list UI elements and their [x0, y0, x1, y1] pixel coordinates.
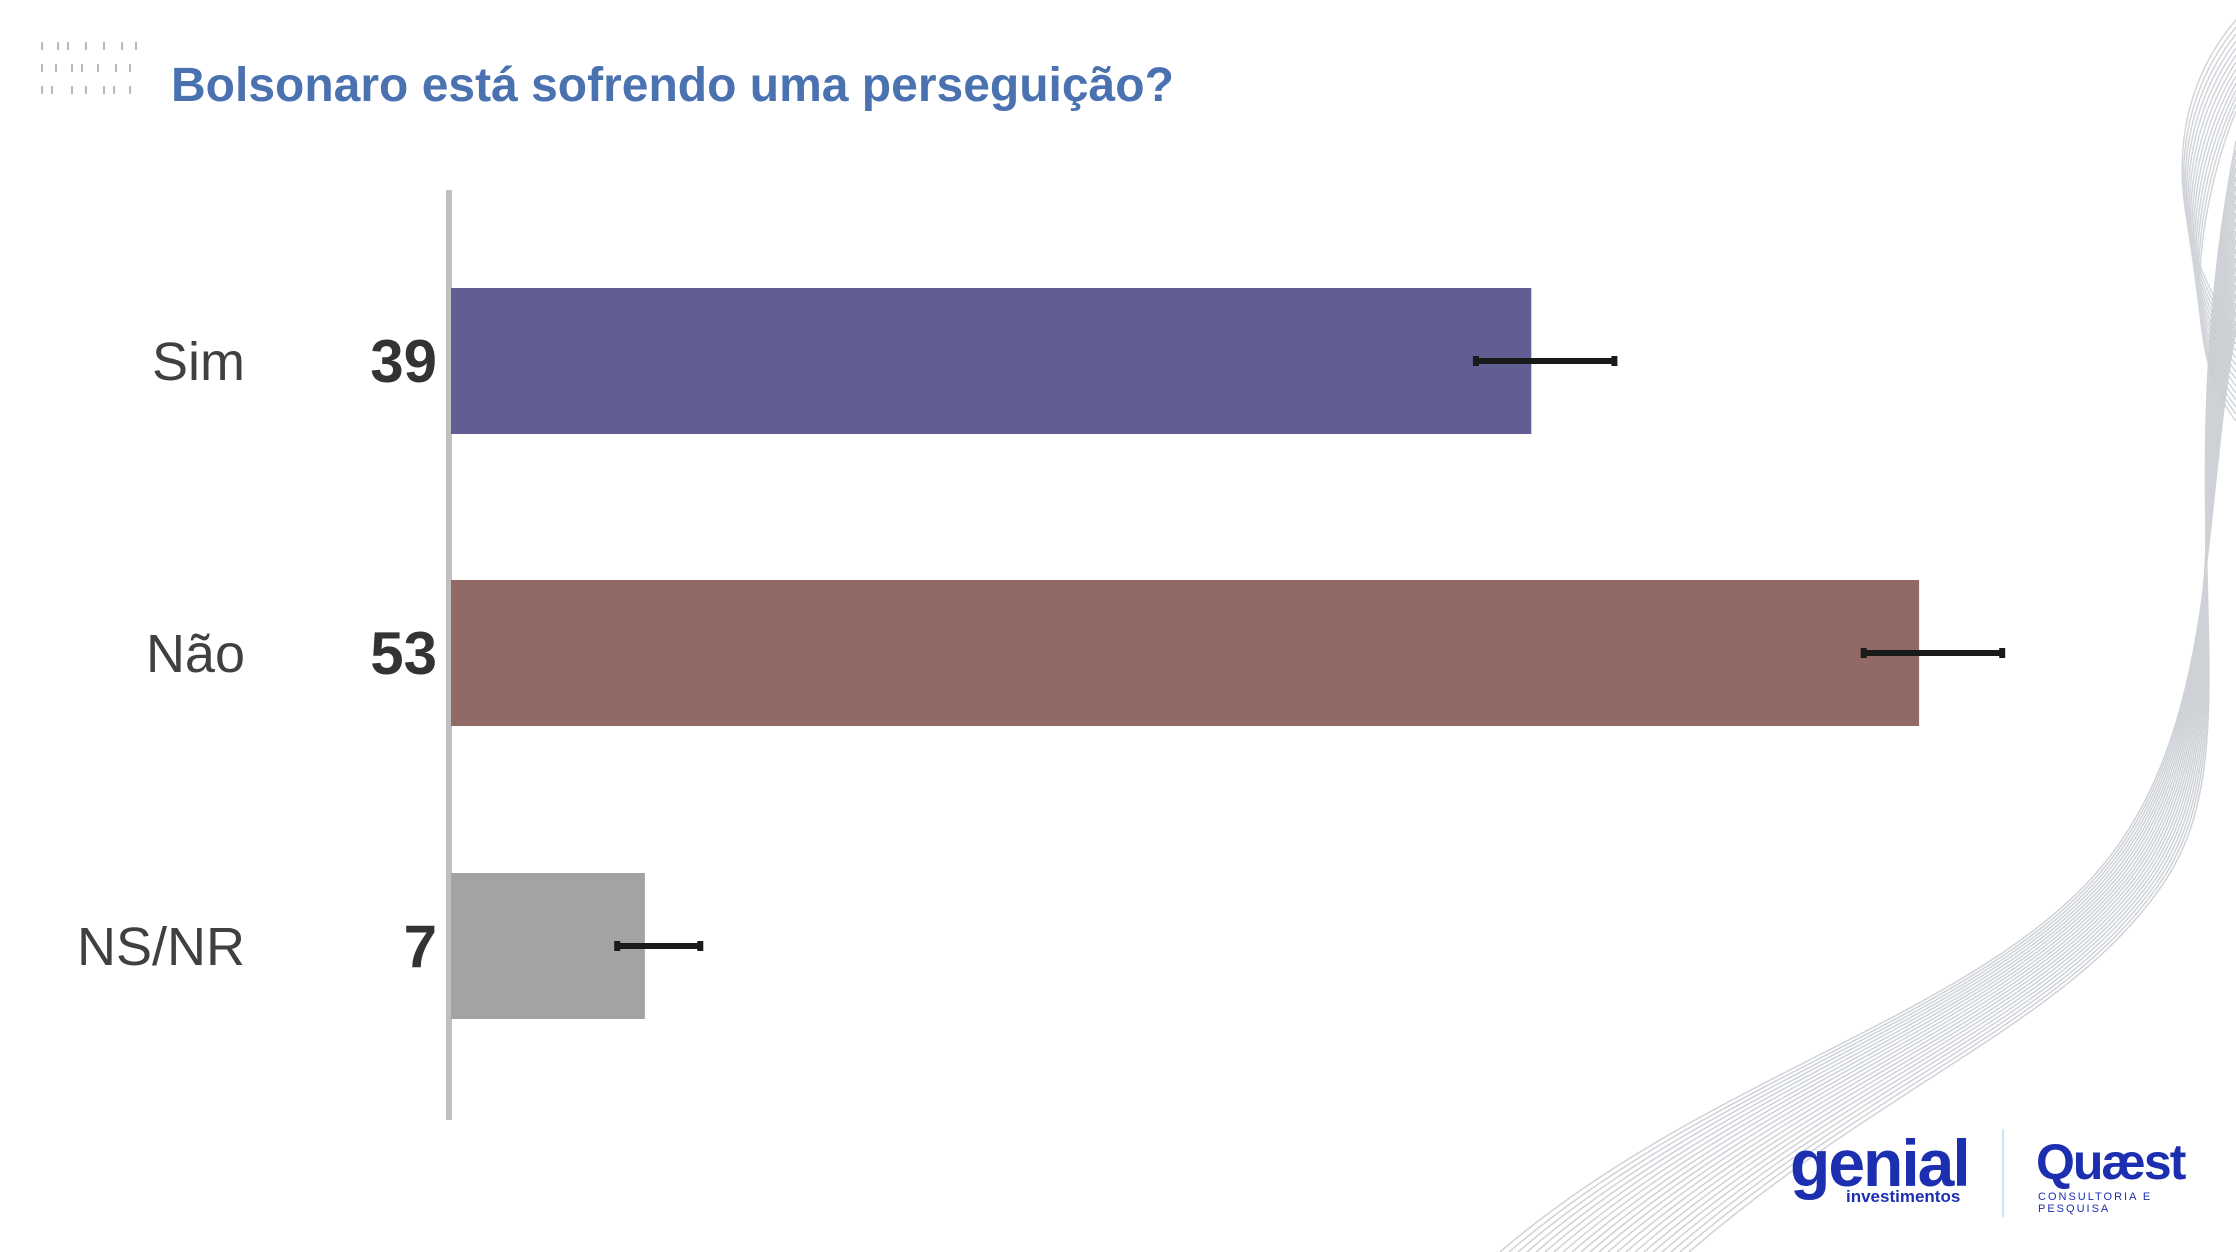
value-label: 53: [370, 620, 437, 687]
value-label: 39: [370, 328, 437, 395]
error-bar: [614, 941, 704, 951]
chart-title: Bolsonaro está sofrendo uma perseguição?: [171, 59, 1174, 112]
dash-pattern-decoration: [41, 42, 137, 94]
bar-n-o: [451, 580, 1920, 726]
logo-area: genial investimentos Quæst CONSULTORIA E…: [1780, 1125, 2220, 1225]
genial-logo-subtitle: investimentos: [1846, 1187, 1961, 1206]
category-label: Não: [146, 624, 245, 684]
quaest-logo: Quæst: [2036, 1134, 2186, 1190]
value-label: 7: [404, 913, 437, 980]
logo-divider: [2002, 1129, 2004, 1217]
bar-sim: [451, 288, 1532, 434]
quaest-logo-subtitle: CONSULTORIA E PESQUISA: [2038, 1191, 2153, 1215]
bar-ns-nr: [451, 873, 645, 1019]
genial-logo: genial: [1790, 1126, 1971, 1200]
category-label: Sim: [152, 332, 245, 392]
error-bar: [1860, 648, 2006, 658]
error-bar: [1472, 356, 1618, 366]
category-label: NS/NR: [77, 917, 245, 977]
